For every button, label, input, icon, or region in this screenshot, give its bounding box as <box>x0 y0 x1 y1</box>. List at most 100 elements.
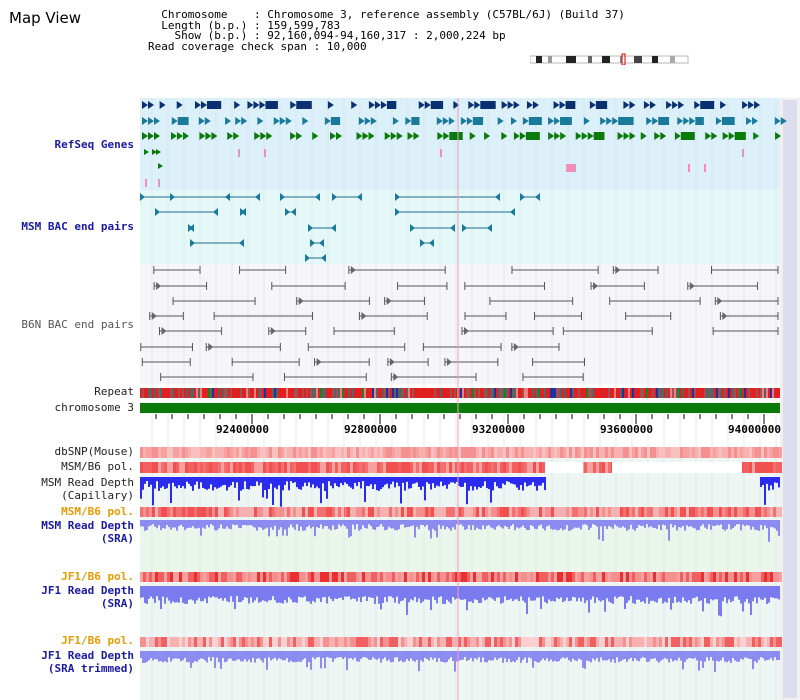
gene-arrow <box>677 117 684 125</box>
gene-arrow <box>182 132 189 140</box>
gene-arrow <box>437 132 444 140</box>
gene-arrow <box>643 101 650 109</box>
gene-arrow <box>581 132 588 140</box>
ruler-tick-label: 92400000 <box>216 423 269 436</box>
gene-arrow <box>548 117 555 125</box>
gene-arrow <box>649 101 656 109</box>
gene-arrow <box>364 117 371 125</box>
gene-arrow <box>474 101 481 109</box>
position-ruler <box>155 414 765 424</box>
gene-arrow <box>575 132 582 140</box>
gene-arrow <box>273 117 280 125</box>
gene-arrow <box>233 132 240 140</box>
jf1-depth-sra-label[interactable]: JF1 Read Depth <box>41 584 134 597</box>
gene-arrow <box>748 101 755 109</box>
map-view-title: Map View <box>9 9 82 27</box>
ideogram-position-marker <box>621 53 626 65</box>
gene-arrow <box>513 101 520 109</box>
ruler-tick-label: 93600000 <box>600 423 653 436</box>
refseq-track-label[interactable]: RefSeq Genes <box>54 138 134 151</box>
gene-arrow <box>672 101 679 109</box>
length-key: Length (b.p.) <box>161 18 248 32</box>
gene-arrow <box>617 132 624 140</box>
jf1-depth-sra-track <box>140 586 780 617</box>
msm-b6-pol-label-2[interactable]: MSM/B6 pol. <box>61 505 134 518</box>
gene-arrow <box>374 101 381 109</box>
gene-arrow <box>775 132 782 140</box>
ruler-tick-label: 93200000 <box>472 423 525 436</box>
gene-arrow <box>279 117 286 125</box>
jf1-depth-trim-label[interactable]: JF1 Read Depth <box>41 649 134 662</box>
gene-arrow <box>407 132 414 140</box>
gene-arrow <box>507 101 514 109</box>
gene-arrow <box>154 117 160 125</box>
gene-arrow <box>694 101 701 109</box>
repeat-track <box>140 388 780 398</box>
gene-arrow <box>560 132 567 140</box>
gene-arrow <box>235 117 242 125</box>
dbsnp-track-label[interactable]: dbSNP(Mouse) <box>54 445 134 458</box>
gene-arrow <box>302 117 309 125</box>
jf1-b6-pol-label-2[interactable]: JF1/B6 pol. <box>61 634 134 647</box>
gene-arrow <box>405 117 412 125</box>
gene-arrow <box>497 117 504 125</box>
gene-arrow <box>742 101 749 109</box>
chromosome-track-label[interactable]: chromosome 3 <box>54 401 134 414</box>
gene-arrow <box>774 117 781 125</box>
gene-arrow <box>312 132 319 140</box>
gene-arrow <box>142 101 148 109</box>
gene-arrow <box>199 132 206 140</box>
gene-arrow <box>154 132 160 140</box>
msm-depth-sra-sublabel: (SRA) <box>100 532 134 545</box>
msm-bac-track-label[interactable]: MSM BAC end pairs <box>21 220 134 233</box>
gene-arrow <box>396 132 403 140</box>
gene-arrow <box>752 117 759 125</box>
jf1-depth-trim-sublabel: (SRA trimmed) <box>47 662 134 675</box>
chromosome-ideogram[interactable] <box>530 53 690 65</box>
repeat-track-label[interactable]: Repeat <box>94 385 134 398</box>
gene-arrow <box>257 117 264 125</box>
gene-arrow <box>484 132 491 140</box>
gene-arrow <box>142 132 148 140</box>
show-key: Show (b.p.) <box>174 29 248 42</box>
gene-arrow <box>443 132 450 140</box>
dbsnp-track <box>140 447 782 458</box>
jf1-depth-trim-track <box>140 651 780 673</box>
msm-b6-pol-track <box>140 462 782 473</box>
refseq-track-bg <box>140 98 780 190</box>
b6n-bac-track-label[interactable]: B6N BAC end pairs <box>21 318 134 331</box>
gene-arrow <box>171 117 178 125</box>
gene-arrow <box>754 101 761 109</box>
coverage-value: 10,000 <box>326 39 367 53</box>
gene-arrow <box>380 101 387 109</box>
msm-depth-sra-label[interactable]: MSM Read Depth <box>41 519 134 532</box>
gene-arrow <box>646 117 653 125</box>
gene-arrow <box>554 132 561 140</box>
msm-depth-capillary-label[interactable]: MSM Read Depth <box>41 476 134 489</box>
gene-arrow <box>194 101 201 109</box>
gene-arrow <box>468 101 475 109</box>
gene-arrow <box>327 101 334 109</box>
gene-arrow <box>296 132 303 140</box>
length-value: 159,599,783 <box>267 18 341 32</box>
jf1-b6-pol-label[interactable]: JF1/B6 pol. <box>61 570 134 583</box>
gene-arrow <box>253 101 260 109</box>
ruler-tick-label: 92800000 <box>344 423 397 436</box>
chromosome-bar <box>140 403 780 413</box>
gene-arrow <box>629 101 636 109</box>
msm-b6-pol-label[interactable]: MSM/B6 pol. <box>61 460 134 473</box>
gene-arrow <box>362 132 369 140</box>
gene-arrow <box>234 101 241 109</box>
jf1-b6-pol-track <box>140 572 782 582</box>
gene-arrow <box>330 132 337 140</box>
gene-arrow <box>384 132 391 140</box>
gene-arrow <box>600 117 607 125</box>
gene-arrow <box>176 132 183 140</box>
gene-arrow <box>501 101 508 109</box>
gene-arrow <box>623 101 630 109</box>
gene-arrow <box>259 101 266 109</box>
gene-arrow <box>559 101 566 109</box>
jf1-b6-pol-track-2 <box>140 637 782 647</box>
gene-arrow <box>290 132 297 140</box>
